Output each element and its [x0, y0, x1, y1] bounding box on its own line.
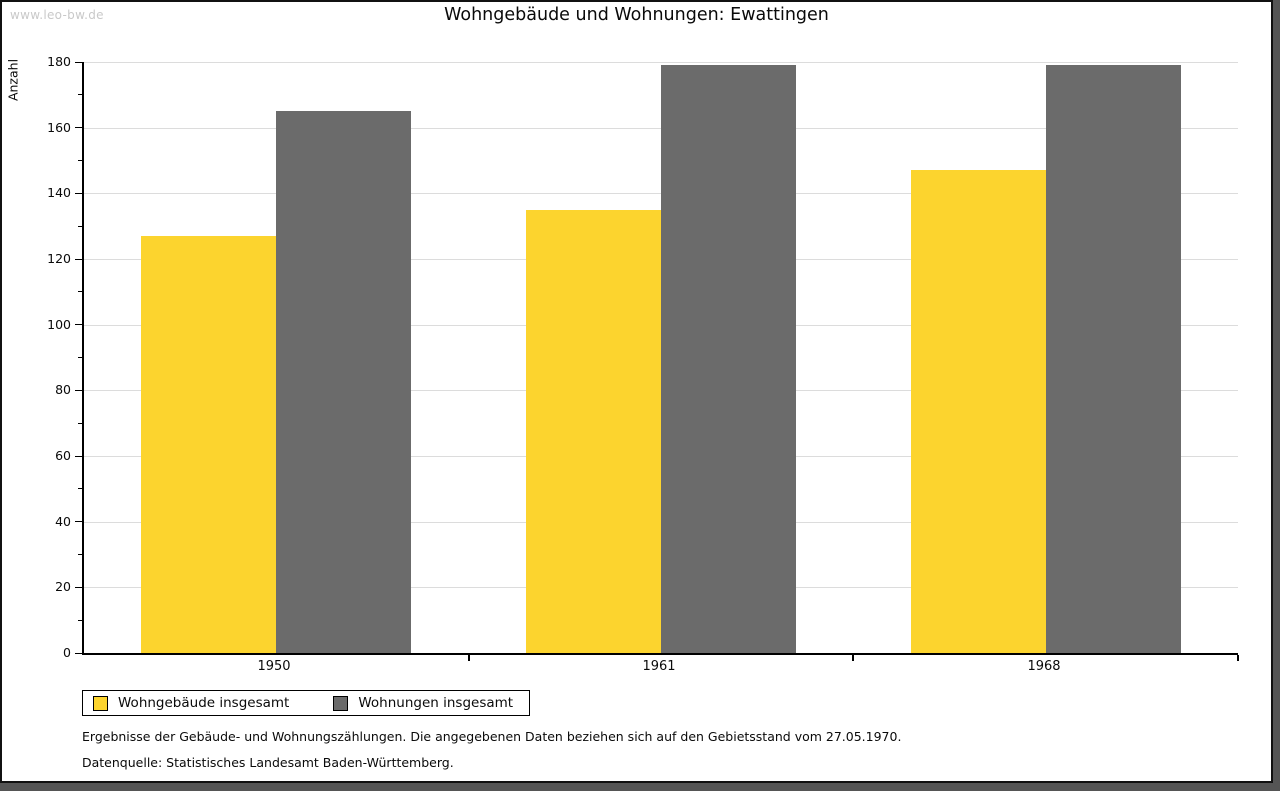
y-tick-label-100: 100 — [47, 316, 71, 332]
y-tick-160 — [75, 127, 82, 129]
x-tick-1 — [468, 655, 470, 661]
y-tick-label-60: 60 — [55, 448, 71, 463]
y-tick-90 — [78, 357, 82, 358]
chart-title: Wohngebäude und Wohnungen: Ewattingen — [444, 5, 829, 25]
y-tick-0 — [75, 652, 82, 654]
x-tick-3 — [1237, 655, 1239, 661]
legend-swatch-gray — [333, 695, 349, 711]
y-tick-label-180: 180 — [47, 54, 71, 69]
y-tick-label-40: 40 — [55, 513, 71, 529]
bar-1968-wohnungen — [1046, 65, 1181, 653]
legend-item-wohngebaeude: Wohngebäude insgesamt — [93, 695, 289, 711]
y-tick-120 — [75, 258, 82, 260]
y-tick-label-0: 0 — [63, 645, 71, 660]
y-tick-80 — [75, 389, 82, 391]
bar-1968-wohngebaeude — [911, 170, 1046, 653]
y-tick-150 — [78, 160, 82, 161]
y-tick-label-80: 80 — [55, 382, 71, 398]
x-tick-2 — [852, 655, 854, 661]
bar-1950-wohngebaeude — [141, 236, 276, 653]
y-tick-180 — [75, 61, 82, 63]
y-tick-170 — [78, 94, 82, 96]
y-tick-130 — [78, 225, 82, 227]
legend-swatch-yellow — [93, 695, 108, 711]
bar-1961-wohnungen — [661, 65, 796, 653]
y-tick-60 — [75, 455, 82, 457]
y-tick-10 — [78, 619, 82, 621]
y-tick-100 — [75, 324, 82, 326]
y-tick-110 — [78, 291, 82, 293]
plot-area: 0 20 40 60 80 100 120 140 160 180 — [47, 54, 1239, 661]
legend-item-wohnungen: Wohnungen insgesamt — [333, 695, 513, 711]
y-tick-label-140: 140 — [47, 185, 71, 201]
y-tick-label-120: 120 — [47, 251, 71, 266]
legend-label: Wohnungen insgesamt — [358, 695, 514, 711]
y-tick-70 — [78, 422, 82, 424]
legend-label: Wohngebäude insgesamt — [118, 695, 290, 711]
x-category-label-1961: 1961 — [642, 659, 676, 674]
footnote-source: Datenquelle: Statistisches Landesamt Bad… — [82, 755, 454, 770]
bar-1950-wohnungen — [276, 111, 411, 653]
x-category-label-1968: 1968 — [1027, 659, 1061, 674]
gridline-180 — [84, 62, 1238, 63]
y-tick-20 — [75, 586, 82, 588]
y-tick-label-160: 160 — [47, 119, 71, 135]
y-tick-30 — [78, 554, 82, 555]
y-tick-140 — [75, 192, 82, 194]
x-category-label-1950: 1950 — [257, 659, 291, 674]
bar-1961-wohngebaeude — [526, 210, 661, 653]
legend-box: Wohngebäude insgesamt Wohnungen insgesam… — [82, 690, 531, 716]
watermark-text: www.leo-bw.de — [10, 8, 104, 22]
y-tick-40 — [75, 521, 82, 523]
y-tick-50 — [78, 488, 82, 490]
y-axis-title: Anzahl — [5, 58, 21, 102]
y-tick-label-20: 20 — [55, 579, 71, 595]
footnote-description: Ergebnisse der Gebäude- und Wohnungszähl… — [82, 729, 902, 744]
